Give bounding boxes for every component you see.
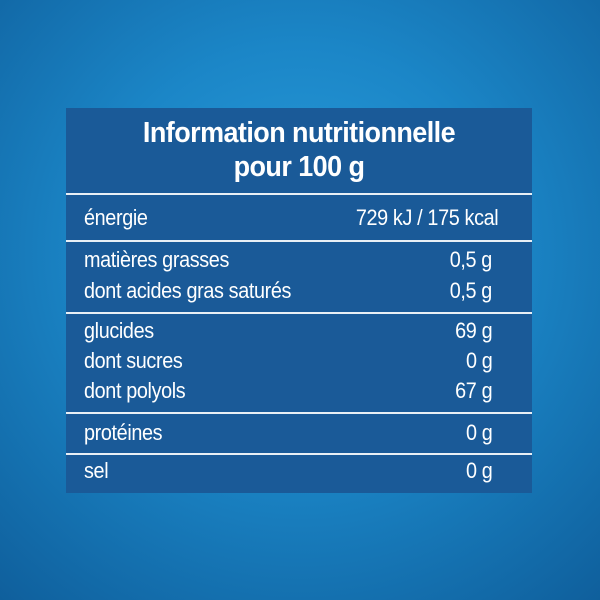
title-line-1: Information nutritionnelle: [142, 117, 456, 149]
row-value: 0 g: [465, 348, 493, 373]
row-proteines: protéines 0 g: [84, 418, 492, 448]
row-label: dont acides gras saturés: [84, 278, 292, 303]
nutrition-table: Information nutritionnelle pour 100 g én…: [66, 108, 532, 493]
row-label: dont sucres: [84, 348, 183, 373]
row-value: 69 g: [454, 318, 492, 343]
divider: [66, 240, 532, 242]
row-matieres-grasses: matières grasses 0,5 g: [84, 245, 492, 275]
row-value: 67 g: [454, 378, 492, 403]
title-line-2: pour 100 g: [233, 151, 365, 183]
row-glucides: glucides 69 g: [84, 316, 492, 346]
row-label: énergie: [84, 205, 148, 230]
divider: [66, 412, 532, 414]
divider: [66, 312, 532, 314]
row-value: 0,5 g: [449, 247, 493, 272]
table-title: Information nutritionnelle pour 100 g: [82, 116, 515, 184]
row-acides-gras-satures: dont acides gras saturés 0,5 g: [84, 276, 492, 306]
divider: [66, 193, 532, 195]
row-label: protéines: [84, 420, 163, 445]
row-label: dont polyols: [84, 378, 186, 403]
row-sel: sel 0 g: [84, 456, 492, 486]
row-label: sel: [84, 458, 109, 483]
row-value: 729 kJ / 175 kcal: [355, 205, 499, 230]
row-value: 0 g: [465, 458, 493, 483]
row-label: glucides: [84, 318, 154, 343]
row-polyols: dont polyols 67 g: [84, 376, 492, 406]
row-energie: énergie 729 kJ / 175 kcal: [84, 203, 498, 233]
row-value: 0,5 g: [449, 278, 493, 303]
row-label: matières grasses: [84, 247, 229, 272]
row-value: 0 g: [465, 420, 493, 445]
row-sucres: dont sucres 0 g: [84, 346, 492, 376]
divider: [66, 453, 532, 455]
